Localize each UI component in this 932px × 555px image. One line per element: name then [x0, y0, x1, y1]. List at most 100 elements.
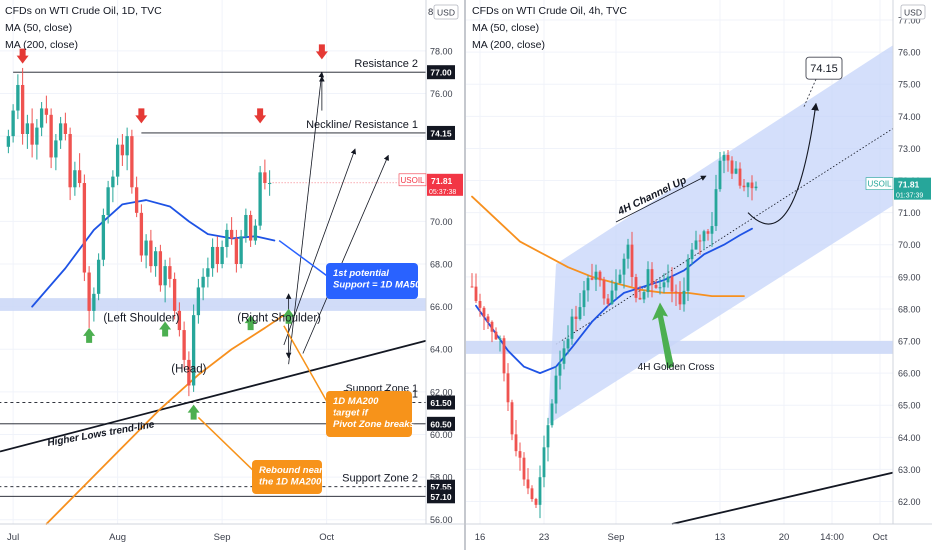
- candle-body: [229, 229, 234, 239]
- fourh-y-tick-label: 69.00: [898, 272, 921, 282]
- ma50-callout-box: [326, 263, 418, 299]
- fourh-candle-body: [674, 291, 678, 293]
- fourh-candle-body: [586, 278, 590, 291]
- candle-body: [258, 172, 262, 226]
- projection-arrow: [283, 148, 357, 346]
- fourh-candle-body: [602, 280, 606, 299]
- daily-y-tick-label: 76.00: [430, 89, 453, 99]
- fourh-gridlines: [466, 0, 893, 524]
- ma200-series-line: [45, 314, 285, 525]
- candle-body: [177, 310, 182, 331]
- fourh-candle-body: [710, 226, 714, 234]
- fourh-price-axis: [893, 0, 932, 550]
- candle-body: [35, 127, 39, 145]
- daily-x-ticks: Jul Aug Sep Oct: [7, 532, 334, 543]
- left-shoulder-label: (Left Shoulder): [103, 313, 179, 325]
- candle-body: [77, 170, 82, 184]
- fourh-last-price-tag: [894, 177, 931, 200]
- rebound-callout-text: Rebound near: [259, 465, 324, 476]
- candle-body: [244, 214, 248, 237]
- daily-y-tick-label: 60.00: [430, 430, 453, 440]
- fourh-y-tick-label: 65.00: [898, 401, 921, 411]
- level-price-tag: [427, 489, 455, 504]
- fourh-candle-body: [474, 286, 478, 302]
- candle-body: [149, 240, 153, 267]
- fourh-y-tick-label: 77.00: [898, 16, 921, 26]
- fourh-last-price-label: 71.81: [898, 180, 920, 190]
- daily-y-tick-label: 70.00: [430, 217, 453, 227]
- fourh-candle-body: [506, 373, 510, 403]
- level-price-tag: [427, 416, 455, 431]
- fourh-countdown-label: 01:37:39: [896, 193, 923, 200]
- fourh-candle-body: [706, 231, 710, 234]
- candle-body: [153, 251, 158, 267]
- candle-body: [172, 278, 177, 311]
- fourh-candle-body: [594, 271, 598, 280]
- candle-body: [106, 187, 110, 215]
- fourh-candle-body: [726, 155, 730, 161]
- daily-indicator-ma50: MA (50, close): [5, 22, 72, 34]
- daily-y-tick-label: 78.00: [430, 46, 453, 56]
- candle-body: [39, 108, 44, 128]
- candle-body: [206, 268, 210, 277]
- level-price-tag-label: 57.55: [430, 482, 452, 492]
- fourh-support-zone: [466, 341, 893, 354]
- fourh-symbol-tag-box: [865, 177, 894, 190]
- candle-body: [73, 170, 77, 188]
- target-callout-box: [805, 56, 843, 80]
- fourh-candle-body: [646, 269, 650, 293]
- green-up-arrow-icon: [83, 327, 96, 343]
- fourh-candle-body: [610, 290, 614, 304]
- candle-body: [54, 140, 58, 158]
- fourh-x-tick-label: 20: [779, 532, 790, 543]
- candle-body: [201, 276, 205, 288]
- fourh-candle-body: [550, 403, 554, 426]
- daily-currency-badge[interactable]: [433, 4, 459, 20]
- fourh-x-tick-label: 14:00: [820, 532, 844, 543]
- fourh-candle-body: [654, 284, 658, 288]
- candle-body: [248, 214, 253, 241]
- fourh-candle-body: [722, 155, 726, 161]
- channel-up: [548, 32, 913, 425]
- rebound-callout-box: [252, 460, 322, 494]
- fourh-candle-body: [554, 375, 558, 404]
- fourh-currency-label: USD: [904, 8, 922, 18]
- candle-body: [16, 84, 20, 111]
- candle-body: [220, 246, 224, 264]
- fourh-candle-body: [734, 168, 738, 174]
- channel-mid-line: [555, 116, 913, 345]
- candle-body: [92, 293, 96, 311]
- candle-body: [144, 240, 148, 256]
- candle-body: [25, 123, 30, 134]
- fourh-candle-body: [522, 457, 526, 480]
- red-down-arrow-icon: [254, 108, 267, 124]
- fourh-candle-body: [690, 249, 694, 260]
- candle-body: [168, 266, 172, 279]
- red-down-arrow-icon: [315, 44, 328, 60]
- fourh-candle-body: [538, 477, 542, 505]
- fourh-candle-body: [478, 301, 482, 308]
- fourh-candle-body: [566, 338, 570, 349]
- daily-x-tick-label: Oct: [319, 532, 334, 543]
- candle-body: [125, 136, 129, 156]
- fourh-candle-body: [562, 348, 566, 364]
- level-price-tag-label: 57.10: [430, 492, 452, 502]
- candle-body: [215, 246, 220, 264]
- golden-cross-label: 4H Golden Cross: [638, 362, 715, 373]
- candle-body: [191, 315, 196, 386]
- target-callout-pointer: [803, 79, 817, 107]
- last-price-tag: [427, 173, 463, 196]
- red-down-arrow-icon: [135, 108, 148, 124]
- fourh-candle-body: [718, 160, 722, 190]
- fourh-currency-badge[interactable]: [900, 4, 926, 20]
- fourh-candle-body: [638, 297, 642, 300]
- fourh-y-tick-label: 71.00: [898, 208, 921, 218]
- daily-chart: Resistance 2 Neckline/ Resistance 1 Suppor…: [0, 0, 464, 550]
- fourh-candle-body: [670, 276, 674, 292]
- green-up-arrow-icon: [244, 315, 257, 331]
- candle-body: [210, 246, 215, 269]
- candle-body: [263, 172, 267, 184]
